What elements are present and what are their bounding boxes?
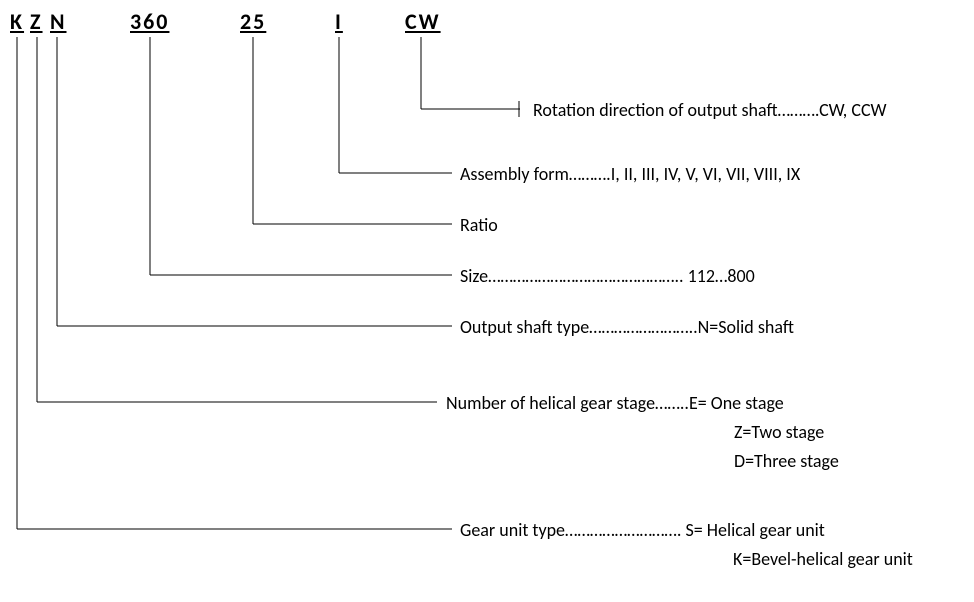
- desc-size: Size……………………………………….. 112…800: [460, 265, 755, 287]
- desc-helical-stages-l3: D=Three stage: [734, 450, 839, 472]
- desc-helical-stages-l1: Number of helical gear stage……..E= One s…: [446, 392, 784, 414]
- desc-ratio: Ratio: [460, 214, 498, 236]
- connector-lines: [0, 0, 974, 602]
- desc-gear-unit-type-l2: K=Bevel-helical gear unit: [733, 548, 913, 570]
- desc-rotation-direction: Rotation direction of output shaft……….CW…: [533, 99, 887, 121]
- desc-output-shaft-type: Output shaft type……………………..N=Solid shaft: [460, 316, 794, 338]
- desc-gear-unit-type-l1: Gear unit type………………………. S= Helical gear…: [460, 519, 825, 541]
- desc-assembly-form: Assembly form……….I, II, III, IV, V, VI, …: [460, 163, 800, 185]
- desc-helical-stages-l2: Z=Two stage: [734, 421, 824, 443]
- diagram-container: K Z N 360 25 I CW Rotation direction of …: [0, 0, 974, 602]
